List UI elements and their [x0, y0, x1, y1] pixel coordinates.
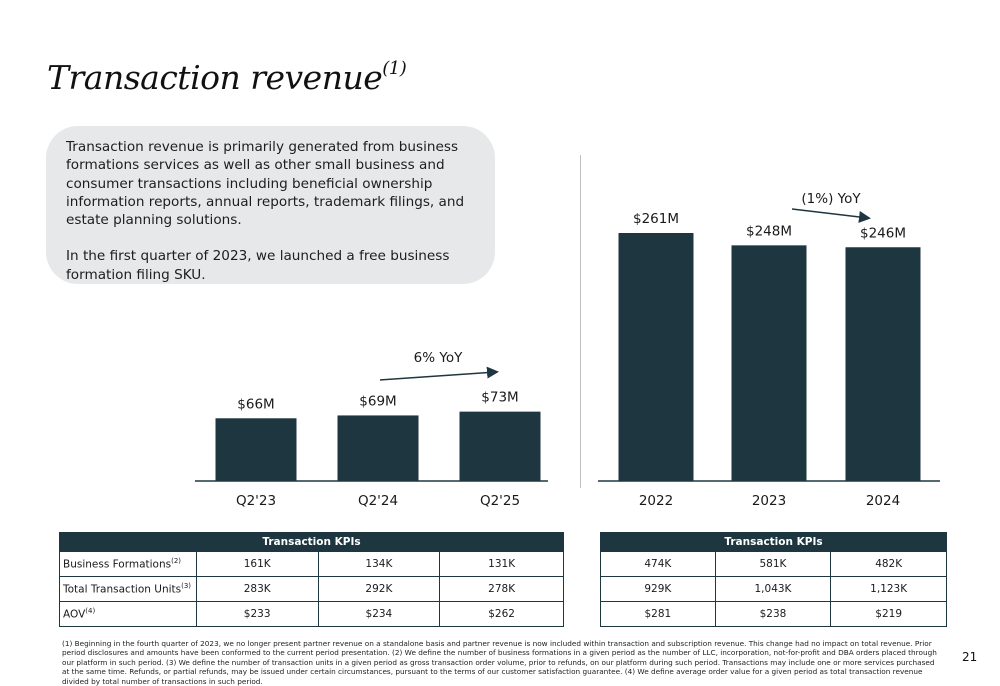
table-row: 474K 581K 482K — [600, 551, 947, 577]
x-tick-label: Q2'25 — [480, 493, 520, 509]
table-cell: $234 — [317, 601, 441, 627]
kpi-table-header: Transaction KPIs — [600, 532, 947, 552]
table-cell: 1,043K — [714, 576, 832, 602]
data-label: $73M — [481, 390, 518, 406]
x-tick-label: Q2'23 — [236, 493, 276, 509]
table-cell: 474K — [600, 551, 716, 577]
data-label: $246M — [860, 225, 906, 241]
kpi-table-header: Transaction KPIs — [59, 532, 564, 552]
table-cell: 131K — [439, 551, 564, 577]
row-label: Total Transaction Units(3) — [59, 576, 197, 602]
description-panel: Transaction revenue is primarily generat… — [46, 126, 495, 284]
chart-divider — [580, 155, 581, 488]
bar — [215, 418, 297, 481]
data-label: $261M — [633, 211, 679, 227]
table-row: 929K 1,043K 1,123K — [600, 576, 947, 602]
x-tick-label: 2024 — [866, 493, 900, 509]
table-cell: $219 — [830, 601, 947, 627]
table-row: Total Transaction Units(3) 283K 292K 278K — [59, 576, 564, 602]
table-cell: $233 — [195, 601, 319, 627]
row-label: Business Formations(2) — [59, 551, 197, 577]
kpi-table-quarterly: Transaction KPIs Business Formations(2) 1… — [59, 532, 564, 627]
bar — [731, 245, 807, 481]
table-row: Business Formations(2) 161K 134K 131K — [59, 551, 564, 577]
footnote: (1) Beginning in the fourth quarter of 2… — [62, 639, 937, 686]
row-label: AOV(4) — [59, 601, 197, 627]
table-cell: 134K — [317, 551, 441, 577]
table-cell: $238 — [714, 601, 832, 627]
table-cell: 482K — [830, 551, 947, 577]
table-cell: 278K — [439, 576, 564, 602]
data-label: $248M — [746, 223, 792, 239]
bar — [618, 233, 694, 481]
bar — [845, 247, 921, 481]
data-label: $66M — [237, 396, 274, 412]
table-cell: 292K — [317, 576, 441, 602]
table-cell: 161K — [195, 551, 319, 577]
yoy-annotation: (1%) YoY — [801, 191, 861, 207]
table-row: AOV(4) $233 $234 $262 — [59, 601, 564, 627]
description-paragraph-1: Transaction revenue is primarily generat… — [66, 139, 465, 229]
bar — [337, 415, 419, 481]
x-tick-label: 2023 — [752, 493, 786, 509]
page-title: Transaction revenue(1) — [47, 58, 407, 97]
yoy-annotation: 6% YoY — [414, 350, 463, 366]
page-number: 21 — [962, 650, 978, 664]
table-cell: 283K — [195, 576, 319, 602]
bar — [459, 411, 541, 481]
x-tick-label: Q2'24 — [358, 493, 398, 509]
description-paragraph-2: In the first quarter of 2023, we launche… — [66, 248, 450, 283]
table-cell: $262 — [439, 601, 564, 627]
data-label: $69M — [359, 393, 396, 409]
kpi-table-annual: Transaction KPIs 474K 581K 482K 929K 1,043K 1… — [600, 532, 947, 627]
table-cell: $281 — [600, 601, 716, 627]
growth-arrow — [791, 208, 871, 223]
x-tick-label: 2022 — [639, 493, 673, 509]
table-row: $281 $238 $219 — [600, 601, 947, 627]
table-cell: 581K — [714, 551, 832, 577]
table-cell: 929K — [600, 576, 716, 602]
growth-arrow — [379, 366, 499, 381]
table-cell: 1,123K — [830, 576, 947, 602]
